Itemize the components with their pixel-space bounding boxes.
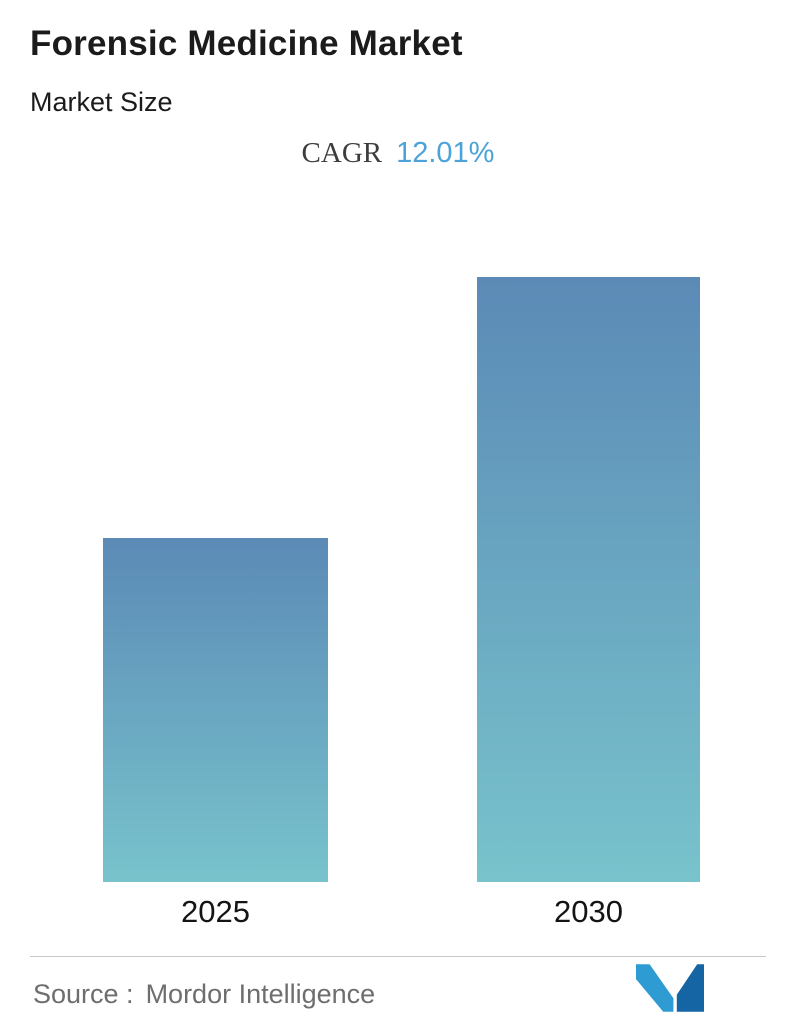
cagr-annotation: CAGR 12.01%	[0, 137, 796, 170]
source-name: Mordor Intelligence	[145, 979, 376, 1009]
bar-chart-plot-area	[0, 200, 796, 882]
chart-title: Forensic Medicine Market	[30, 24, 463, 63]
x-axis-label-2030: 2030	[554, 894, 623, 929]
x-axis-label-2025: 2025	[181, 894, 250, 929]
source-label: Source :	[33, 979, 134, 1009]
cagr-value: 12.01%	[396, 137, 495, 169]
mordor-intelligence-logo-icon	[636, 964, 704, 1012]
chart-subtitle: Market Size	[30, 87, 173, 117]
bar-2030	[477, 277, 700, 882]
bar-2025	[103, 538, 328, 882]
footer-divider	[30, 956, 766, 957]
source-text: Source : Mordor Intelligence	[33, 979, 375, 1010]
cagr-label: CAGR	[301, 137, 383, 169]
